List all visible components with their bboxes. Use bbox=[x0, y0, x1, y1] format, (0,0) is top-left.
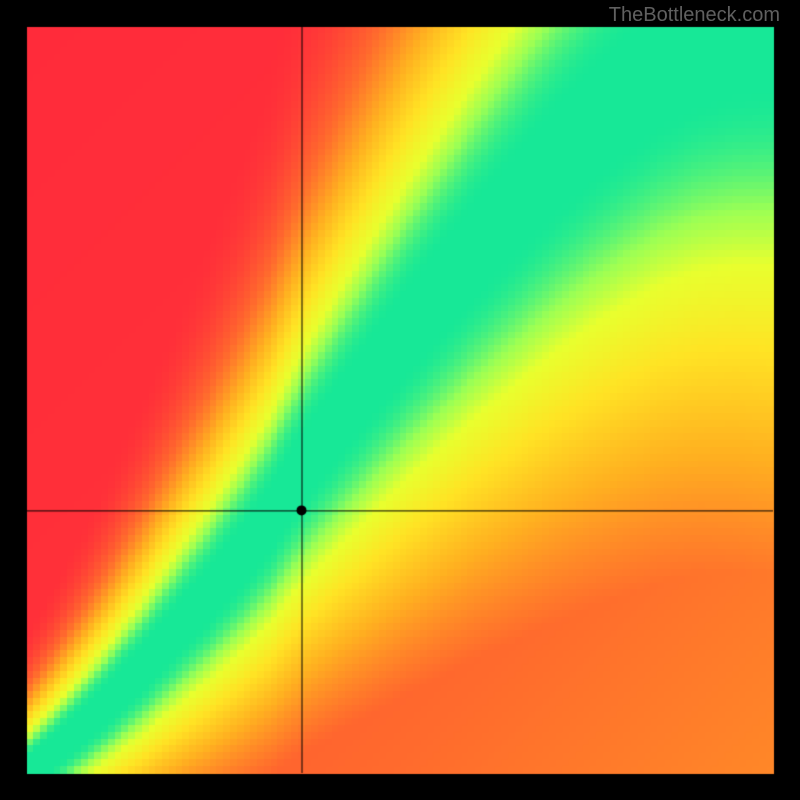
chart-container: TheBottleneck.com bbox=[0, 0, 800, 800]
watermark-text: TheBottleneck.com bbox=[609, 4, 780, 27]
bottleneck-heatmap bbox=[0, 0, 800, 800]
